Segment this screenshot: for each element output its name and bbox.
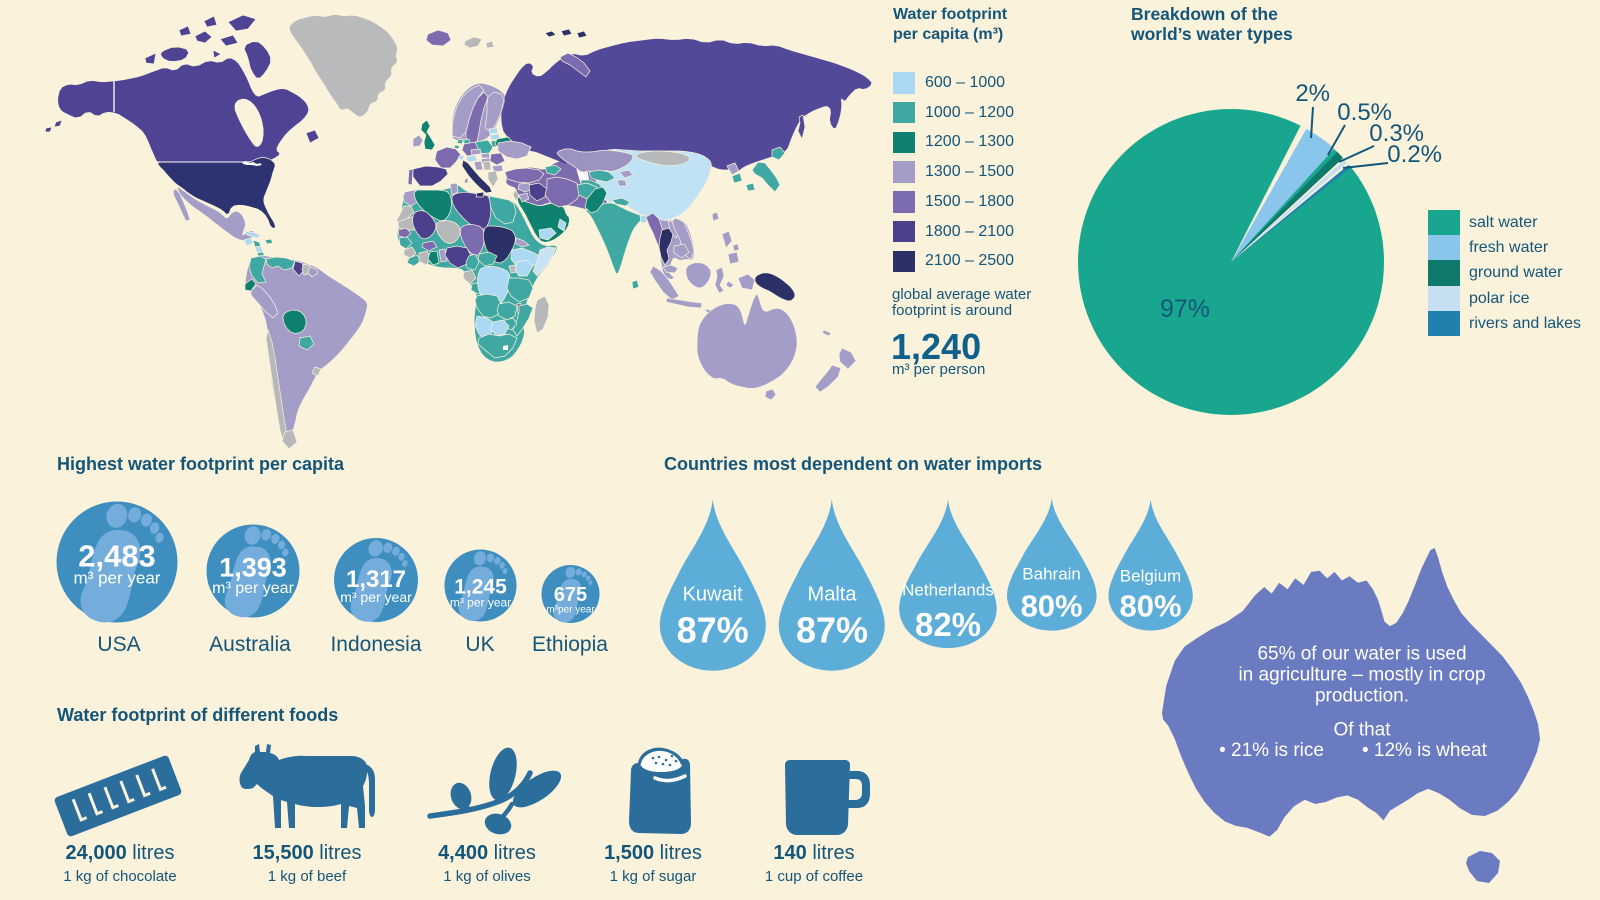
- svg-text:m³ per year: m³ per year: [74, 569, 161, 588]
- svg-text:m³ per year: m³ per year: [450, 596, 511, 610]
- svg-text:87%: 87%: [796, 610, 868, 651]
- svg-text:82%: 82%: [915, 606, 981, 643]
- svg-text:0.2%: 0.2%: [1387, 141, 1442, 168]
- svg-text:1,393: 1,393: [219, 553, 287, 583]
- svg-text:1,245: 1,245: [454, 576, 507, 599]
- svg-text:m³ per year: m³ per year: [340, 589, 412, 605]
- svg-text:Malta: Malta: [808, 584, 858, 606]
- svg-text:2,483: 2,483: [78, 538, 156, 573]
- svg-text:• 21% is rice • 12% is wheat: • 21% is rice • 12% is wheat: [1219, 740, 1488, 761]
- svg-text:675: 675: [554, 584, 587, 606]
- svg-text:80%: 80%: [1119, 589, 1181, 624]
- svg-text:m³ per year: m³ per year: [212, 580, 294, 597]
- svg-text:in agriculture – mostly in cro: in agriculture – mostly in crop: [1238, 664, 1485, 685]
- svg-text:Bahrain: Bahrain: [1022, 565, 1081, 584]
- svg-text:Netherlands: Netherlands: [902, 581, 994, 600]
- svg-text:97%: 97%: [1160, 295, 1210, 323]
- svg-text:80%: 80%: [1021, 589, 1083, 624]
- svg-text:87%: 87%: [677, 610, 749, 651]
- svg-text:Kuwait: Kuwait: [683, 584, 743, 606]
- svg-text:production.: production.: [1315, 685, 1409, 706]
- svg-text:2%: 2%: [1295, 80, 1330, 107]
- svg-text:Belgium: Belgium: [1120, 567, 1181, 586]
- svg-text:0.3%: 0.3%: [1369, 120, 1424, 147]
- svg-text:0.5%: 0.5%: [1337, 99, 1392, 126]
- svg-text:1,317: 1,317: [346, 566, 406, 593]
- svg-text:Of that: Of that: [1333, 720, 1391, 741]
- svg-text:65% of our water is used: 65% of our water is used: [1257, 644, 1466, 665]
- svg-text:m³per year: m³per year: [546, 605, 595, 616]
